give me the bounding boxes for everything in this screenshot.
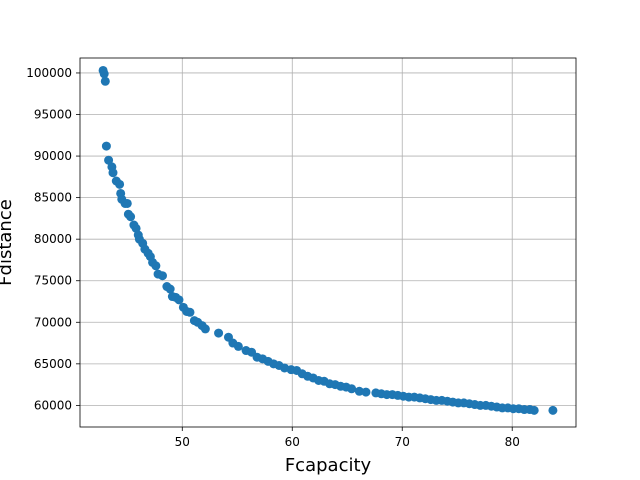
x-tick-label: 70 [395,435,410,449]
x-tick-label: 60 [285,435,300,449]
data-point [548,405,558,415]
data-points [98,65,558,415]
data-point [214,328,224,338]
y-axis-ticks: 60000 65000 70000 75000 80000 85000 90000 95000… [26,66,80,412]
y-tick-label: 65000 [34,357,72,371]
data-point [100,76,110,86]
y-tick-label: 70000 [34,315,72,329]
data-point [354,386,364,396]
data-point [126,212,136,222]
data-point [165,284,175,294]
gridlines [80,58,576,427]
y-tick-label: 90000 [34,149,72,163]
data-point [200,324,210,334]
x-axis-title: Fcapacity [285,455,372,476]
plot-frame [79,57,577,428]
data-point [104,155,114,165]
x-tick-label: 50 [175,435,190,449]
data-point [347,384,357,394]
y-axis-title: Fdistance [0,199,16,286]
x-tick-label: 80 [505,435,520,449]
data-point [115,179,125,189]
y-tick-label: 75000 [34,274,72,288]
data-point [122,198,132,208]
data-point [101,141,111,151]
data-point [99,69,109,79]
data-point [151,261,161,271]
y-tick-label: 60000 [34,398,72,412]
data-point [185,307,195,317]
y-tick-label: 85000 [34,191,72,205]
x-axis-ticks: 50 60 70 80 [175,427,520,449]
y-tick-label: 95000 [34,108,72,122]
data-point [108,168,118,178]
y-tick-label: 100000 [26,66,72,80]
data-point [157,271,167,281]
data-point [529,405,539,415]
data-point [361,387,371,397]
y-tick-label: 80000 [34,232,72,246]
data-point [233,341,243,351]
data-point [174,295,184,305]
